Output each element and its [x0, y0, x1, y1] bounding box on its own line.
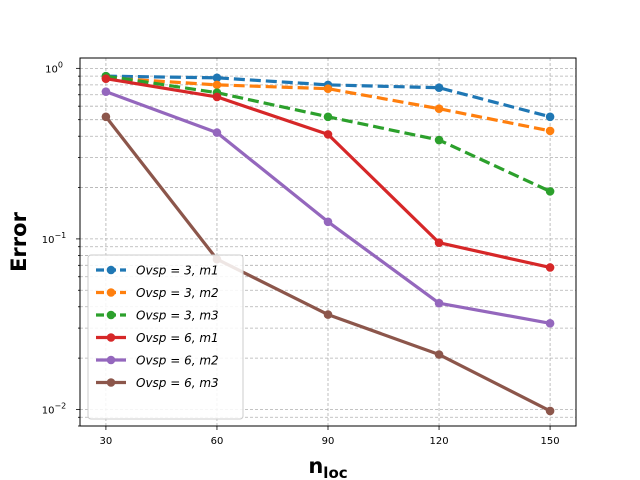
data-point: [323, 130, 333, 139]
data-point: [434, 104, 444, 114]
legend-label-5: Ovsp = 6, m2: [136, 354, 219, 368]
y-axis-title: Error: [7, 211, 31, 271]
legend: Ovsp = 3, m1 Ovsp = 3, m2 Ovsp = 3, m3 Ovsp…: [87, 254, 244, 420]
legend-marker: [106, 288, 116, 297]
series-line-2: [105, 76, 551, 133]
legend-label-3: Ovsp = 3, m3: [136, 309, 219, 323]
data-point: [434, 238, 444, 248]
legend-label-1: Ovsp = 3, m1: [136, 264, 219, 278]
y-tick-label: 10−2: [42, 401, 67, 416]
legend-marker: [106, 265, 116, 275]
x-tick-label: 30: [100, 436, 113, 447]
data-point: [545, 319, 555, 328]
data-point: [212, 128, 222, 137]
legend-label-4: Ovsp = 6, m1: [136, 331, 219, 345]
data-point: [212, 92, 222, 102]
data-point: [434, 350, 444, 359]
data-point: [545, 406, 555, 416]
legend-marker: [106, 355, 116, 365]
series-line-1: [105, 74, 551, 119]
x-axis-title: nloc: [308, 454, 347, 480]
legend-marker: [106, 333, 116, 342]
data-point: [434, 83, 444, 93]
legend-marker: [106, 310, 116, 320]
x-tick-label: 60: [211, 436, 224, 447]
data-point: [323, 217, 333, 227]
x-tick-label: 150: [541, 436, 560, 447]
ticks: 30 60 90 120 150 10−2 10−1 100: [42, 60, 560, 447]
data-point: [545, 112, 555, 122]
data-point: [212, 80, 222, 90]
data-point: [323, 112, 333, 122]
data-point: [434, 298, 444, 308]
x-tick-label: 90: [322, 436, 335, 447]
legend-label-6: Ovsp = 6, m3: [136, 376, 219, 390]
data-point: [545, 187, 555, 196]
data-point: [212, 73, 222, 83]
data-point: [545, 263, 555, 272]
data-point: [101, 74, 111, 83]
data-point: [323, 310, 333, 319]
legend-label-2: Ovsp = 3, m2: [136, 286, 219, 300]
data-point: [101, 87, 111, 96]
series-group: [101, 71, 555, 416]
data-point: [545, 126, 555, 136]
data-point: [434, 135, 444, 145]
legend-box: [87, 254, 244, 420]
data-point: [101, 112, 111, 122]
x-tick-label: 120: [429, 436, 448, 447]
y-tick-label: 10−1: [42, 231, 67, 246]
y-tick-label: 100: [45, 60, 63, 75]
data-point: [323, 84, 333, 93]
legend-marker: [106, 378, 116, 387]
